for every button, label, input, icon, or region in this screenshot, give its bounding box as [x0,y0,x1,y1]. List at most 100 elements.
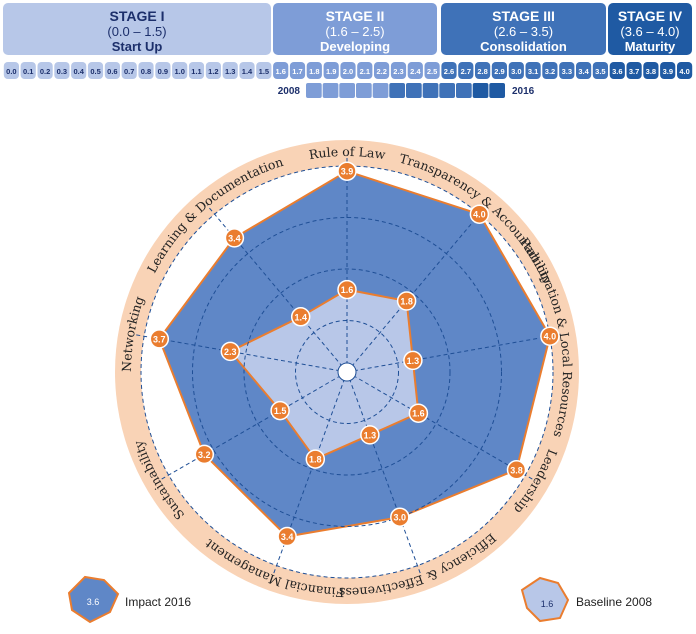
scale-label: 1.1 [191,67,201,76]
scale-cell [323,62,339,79]
stage-1-title: STAGE I [109,8,165,24]
stage-4-box: STAGE IV (3.6 – 4.0) Maturity [608,3,692,55]
scale-cell [104,62,120,79]
data-label: 3.8 [510,465,523,475]
data-label: 4.0 [544,332,557,342]
scale-cell [542,62,558,79]
stage-3-name: Consolidation [480,39,567,54]
scale-label: 2.5 [427,67,437,76]
grid-circle [243,268,451,476]
data-label: 1.6 [341,285,354,295]
legend: 3.6 Impact 2016 1.6 Baseline 2008 [67,575,652,624]
scale-cell [390,62,407,79]
grid-spoke [346,371,422,577]
grid-spoke [272,371,348,577]
scale-label: 1.9 [326,67,336,76]
scale-cell [20,62,36,79]
timeline-segment [339,83,355,98]
stage-2-title: STAGE II [325,8,385,24]
stage-2-box: STAGE II (1.6 – 2.5) Developing [273,3,437,55]
stage-3-box: STAGE III (2.6 – 3.5) Consolidation [441,3,606,55]
scale-cell [37,62,53,79]
scale-cell [677,62,693,79]
scale-cell [525,62,541,79]
scale-cell [475,62,491,79]
timeline-segment [372,83,389,98]
scale-label: 1.8 [309,67,319,76]
scale-cell [559,62,575,79]
data-point [290,307,311,327]
scale-cell [222,62,238,79]
scale-label: 2.3 [393,67,403,76]
scale-cell [491,62,507,79]
data-point [506,460,527,480]
timeline-bar: 2008 2016 [278,83,535,98]
scale-cell [138,62,154,79]
data-point [305,449,326,469]
timeline-segment [472,83,489,98]
timeline-segment [439,83,455,98]
legend-baseline-label: Baseline 2008 [576,595,652,609]
grid-circle [140,165,554,579]
scale-cell [592,62,608,79]
scale-label: 3.2 [545,67,555,76]
timeline-segment [489,83,505,98]
timeline-segment [422,83,439,98]
data-point [390,507,410,527]
axis-label-path: Rule of Law [308,144,387,162]
grid-spoke [158,371,348,482]
scale-cell [374,62,390,79]
scale-label: 2.6 [444,67,454,76]
stage-3-range: (2.6 – 3.5) [493,24,554,39]
legend-impact-swatch [67,575,120,624]
scale-cell [643,62,659,79]
scale-cell [508,62,524,79]
data-point [337,161,357,181]
data-label: 3.0 [394,513,407,523]
data-label: 3.4 [228,233,241,243]
grid-spoke [346,333,562,373]
stage-4-range: (3.6 – 4.0) [620,24,680,39]
scale-cell [3,62,19,79]
scale-cell [121,62,137,79]
data-label: 3.7 [153,334,166,344]
scale-label: 2.7 [461,67,471,76]
scale-label: 3.7 [629,67,639,76]
stage-1-box: STAGE I (0.0 – 1.5) Start Up [3,3,271,55]
timeline-segment [322,83,339,98]
scale-label: 3.6 [612,67,622,76]
data-point [220,341,241,362]
data-label: 1.3 [407,356,420,366]
data-label: 2.3 [224,347,237,357]
scale-label: 1.0 [174,67,184,76]
scale-label: 0.0 [6,67,16,76]
timeline-segment [389,83,405,98]
center-hub [337,362,357,382]
stage-1-name: Start Up [111,39,163,54]
scale-cell [71,62,87,79]
scale-label: 1.3 [225,67,235,76]
scale-cell [172,62,188,79]
scale-label: 3.9 [663,67,673,76]
scale-label: 0.7 [124,67,134,76]
timeline-segment [356,83,372,98]
grid-circle [295,320,399,424]
scale-cell [155,62,171,79]
scale-cell [205,62,221,79]
scale-label: 2.8 [477,67,487,76]
data-markers: 3.9 4.0 4.0 3.8 3.0 3.4 3.2 3.7 3.4 1.6 1.8 1.3 1.6 1… [149,161,560,547]
scale-cell [576,62,592,79]
data-point [469,204,490,224]
legend-impact-label: Impact 2016 [125,595,191,609]
stage-1-range: (0.0 – 1.5) [107,24,167,39]
scale-label: 3.8 [646,67,656,76]
data-point [270,400,290,421]
scale-cell [54,62,70,79]
scale-cell [256,62,272,79]
scale-label: 2.0 [343,67,353,76]
data-label: 3.2 [198,450,211,460]
scale-label: 0.2 [40,67,50,76]
scale-label: 1.5 [259,67,269,76]
timeline-start-label: 2008 [278,86,301,97]
